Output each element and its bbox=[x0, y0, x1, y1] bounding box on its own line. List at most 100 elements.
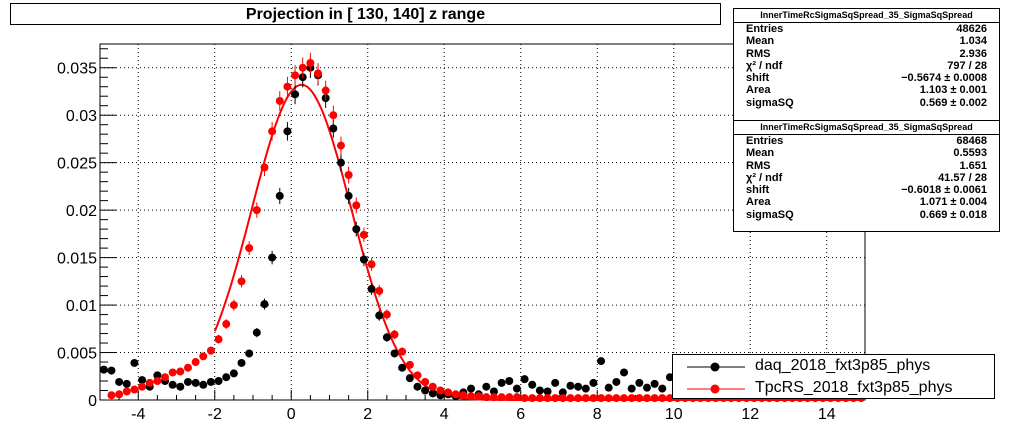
daq-point bbox=[291, 90, 300, 99]
stats-value: 0.5593 bbox=[953, 147, 987, 160]
stats-label: Area bbox=[746, 196, 771, 209]
stats-label: sigmaSQ bbox=[746, 208, 794, 221]
tpcrs-point bbox=[222, 320, 231, 329]
tpcrs-point bbox=[543, 394, 552, 403]
tpcrs-point bbox=[275, 96, 284, 105]
daq-point bbox=[589, 378, 598, 387]
tick-labels: -4 -2 0 2 4 6 8 10 12 14 0 0.005 0.01 0.015 0.02 0.025 0… bbox=[57, 61, 836, 423]
daq-point bbox=[275, 191, 284, 200]
tpcrs-point bbox=[206, 346, 215, 355]
stats-box-daq: InnerTimeRcSigmaSqSpread_35_SigmaSqSprea… bbox=[733, 8, 1000, 121]
legend-marker-daq bbox=[687, 362, 745, 372]
daq-point bbox=[543, 387, 552, 396]
tpcrs-point bbox=[459, 391, 468, 400]
tpcrs-point bbox=[329, 111, 338, 120]
tpcrs-point bbox=[436, 386, 445, 395]
daq-point bbox=[268, 253, 277, 262]
daq-point bbox=[206, 377, 215, 386]
tpcrs-point bbox=[421, 377, 430, 386]
tpcrs-point bbox=[558, 394, 567, 403]
legend-label-tpcrs: TpcRS_2018_fxt3p85_phys bbox=[755, 379, 953, 396]
daq-point bbox=[551, 378, 560, 387]
tpcrs-point bbox=[115, 390, 124, 399]
tpcrs-point bbox=[520, 394, 529, 403]
daq-point bbox=[574, 382, 583, 391]
daq-point bbox=[168, 380, 177, 389]
tpcrs-point bbox=[658, 394, 667, 403]
daq-point bbox=[650, 379, 659, 388]
stats-label: RMS bbox=[746, 159, 771, 172]
daq-point bbox=[214, 377, 223, 386]
tpcrs-point bbox=[604, 394, 613, 403]
stats-value: 1.103 ± 0.001 bbox=[919, 84, 987, 97]
daq-point bbox=[237, 358, 246, 367]
tpcrs-point bbox=[352, 201, 361, 210]
stats-value: 0.669 ± 0.018 bbox=[919, 208, 987, 221]
tpcrs-point bbox=[627, 394, 636, 403]
daq-point bbox=[428, 389, 437, 398]
tpcrs-point bbox=[581, 394, 590, 403]
tpcrs-point bbox=[367, 260, 376, 269]
daq-point bbox=[489, 387, 498, 396]
daq-point bbox=[566, 381, 575, 390]
tpcrs-point bbox=[161, 373, 170, 382]
daq-point bbox=[252, 328, 261, 337]
daq-point bbox=[413, 382, 422, 391]
tpcrs-point bbox=[566, 394, 575, 403]
daq-point bbox=[283, 127, 292, 136]
tpcrs-point bbox=[191, 358, 200, 367]
daq-point bbox=[344, 191, 353, 200]
daq-point bbox=[505, 377, 514, 386]
daq-point bbox=[497, 378, 506, 387]
stats-label: sigmaSQ bbox=[746, 96, 794, 109]
y-tick-label: 0.01 bbox=[66, 298, 97, 315]
stats-value: −0.6018 ± 0.0061 bbox=[901, 184, 987, 197]
daq-point bbox=[107, 366, 116, 375]
y-tick-label: 0.02 bbox=[66, 203, 97, 220]
stats-value: 41.57 / 28 bbox=[938, 171, 987, 184]
daq-point bbox=[398, 363, 407, 372]
x-tick-label: 4 bbox=[440, 406, 449, 423]
tpcrs-point bbox=[298, 63, 307, 72]
tpcrs-point bbox=[512, 393, 521, 402]
tpcrs-point bbox=[589, 394, 598, 403]
daq-point bbox=[581, 384, 590, 393]
stats-value: 0.569 ± 0.002 bbox=[919, 96, 987, 109]
tpcrs-point bbox=[306, 58, 315, 67]
daq-point bbox=[382, 333, 391, 342]
daq-point bbox=[512, 384, 521, 393]
daq-point bbox=[604, 383, 613, 392]
tpcrs-point bbox=[612, 394, 621, 403]
tpcrs-point bbox=[620, 394, 629, 403]
x-tick-label: 0 bbox=[287, 406, 296, 423]
tpcrs-point bbox=[268, 127, 277, 136]
daq-point bbox=[222, 373, 231, 382]
tpcrs-point bbox=[489, 393, 498, 402]
tpcrs-point bbox=[153, 377, 162, 386]
daq-point bbox=[260, 300, 269, 309]
y-tick-label: 0.03 bbox=[66, 108, 97, 125]
daq-point bbox=[482, 382, 491, 391]
x-tick-label: 6 bbox=[516, 406, 525, 423]
stats-value: 2.936 bbox=[959, 47, 987, 60]
legend-label-daq: daq_2018_fxt3p85_phys bbox=[755, 357, 931, 374]
tpcrs-point bbox=[252, 206, 261, 215]
y-tick-label: 0 bbox=[88, 393, 97, 410]
stats-box-tpcrs: InnerTimeRcSigmaSqSpread_35_SigmaSqSprea… bbox=[733, 120, 1000, 232]
daq-point bbox=[245, 349, 254, 358]
daq-point bbox=[642, 383, 651, 392]
tpcrs-point bbox=[390, 330, 399, 339]
tpcrs-point bbox=[467, 392, 476, 401]
tpcrs-point bbox=[260, 163, 269, 172]
daq-point bbox=[199, 380, 208, 389]
tpcrs-point bbox=[398, 347, 407, 356]
daq-point bbox=[405, 374, 414, 383]
daq-point bbox=[627, 384, 636, 393]
daq-point bbox=[597, 357, 606, 366]
legend-entry-tpcrs: TpcRS_2018_fxt3p85_phys bbox=[673, 378, 994, 400]
y-tick-label: 0.005 bbox=[57, 346, 97, 363]
tpcrs-point bbox=[314, 69, 323, 78]
daq-point bbox=[153, 371, 162, 380]
x-tick-label: 12 bbox=[741, 406, 759, 423]
tpcrs-point bbox=[665, 394, 674, 403]
